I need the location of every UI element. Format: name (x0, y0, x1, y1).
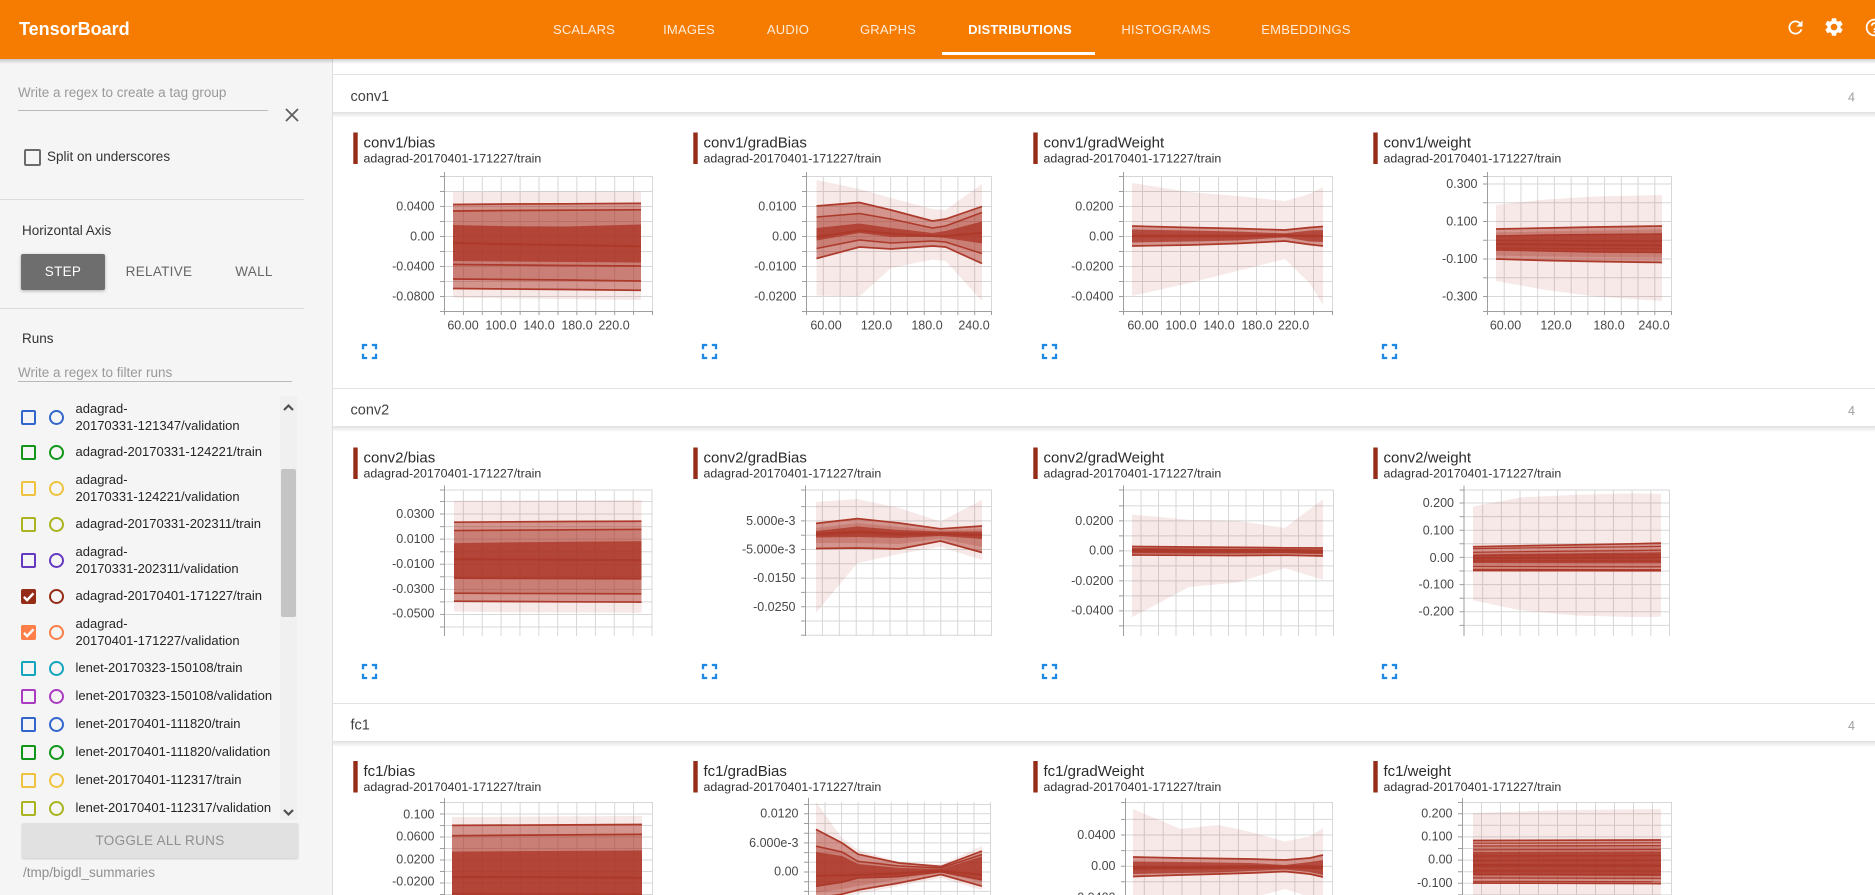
svg-text:fc1/gradBias: fc1/gradBias (704, 763, 787, 780)
svg-text:adagrad-20170401-171227/train: adagrad-20170401-171227/train (1384, 151, 1562, 165)
svg-text:-0.0200: -0.0200 (392, 875, 434, 889)
svg-text:0.0400: 0.0400 (396, 199, 434, 213)
svg-text:-0.0200: -0.0200 (1071, 574, 1113, 588)
svg-text:180.0: 180.0 (911, 319, 942, 333)
svg-text:120.0: 120.0 (861, 319, 892, 333)
svg-text:conv1/bias: conv1/bias (364, 134, 436, 151)
svg-text:adagrad-20170401-171227/train: adagrad-20170401-171227/train (704, 780, 882, 794)
svg-text:-0.100: -0.100 (1442, 252, 1477, 266)
svg-text:0.100: 0.100 (1423, 524, 1454, 538)
svg-text:0.100: 0.100 (1421, 830, 1452, 844)
svg-text:0.00: 0.00 (1089, 544, 1113, 558)
svg-text:-0.0800: -0.0800 (392, 289, 434, 303)
svg-text:0.0200: 0.0200 (1075, 514, 1113, 528)
svg-text:adagrad-20170401-171227/train: adagrad-20170401-171227/train (1384, 780, 1562, 794)
svg-text:240.0: 240.0 (1638, 319, 1669, 333)
svg-text:-0.0400: -0.0400 (392, 259, 434, 273)
svg-text:adagrad-20170401-171227/train: adagrad-20170401-171227/train (364, 780, 542, 794)
svg-text:adagrad-20170401-171227/train: adagrad-20170401-171227/train (704, 466, 882, 480)
svg-text:100.0: 100.0 (1165, 319, 1196, 333)
svg-text:60.00: 60.00 (447, 319, 478, 333)
svg-text:0.00: 0.00 (1091, 859, 1115, 873)
svg-text:0.0200: 0.0200 (1075, 199, 1113, 213)
svg-text:adagrad-20170401-171227/train: adagrad-20170401-171227/train (1044, 466, 1222, 480)
svg-text:180.0: 180.0 (1593, 319, 1624, 333)
svg-text:4: 4 (1848, 404, 1855, 418)
svg-text:-0.0500: -0.0500 (392, 606, 434, 620)
svg-text:conv1/gradWeight: conv1/gradWeight (1044, 134, 1165, 151)
svg-text:220.0: 220.0 (598, 319, 629, 333)
svg-text:-0.0100: -0.0100 (392, 557, 434, 571)
svg-text:adagrad-20170401-171227/train: adagrad-20170401-171227/train (364, 466, 542, 480)
svg-text:conv1/weight: conv1/weight (1384, 134, 1472, 151)
svg-text:0.100: 0.100 (1446, 214, 1477, 228)
svg-text:220.0: 220.0 (1278, 319, 1309, 333)
svg-text:-0.0400: -0.0400 (1071, 289, 1113, 303)
svg-text:-0.0200: -0.0200 (754, 289, 796, 303)
svg-text:-0.0200: -0.0200 (1071, 259, 1113, 273)
svg-text:5.000e-3: 5.000e-3 (746, 514, 795, 528)
svg-text:-0.0300: -0.0300 (392, 582, 434, 596)
svg-text:conv2/weight: conv2/weight (1384, 449, 1472, 466)
svg-text:fc1/weight: fc1/weight (1384, 763, 1452, 780)
svg-text:4: 4 (1848, 91, 1855, 105)
svg-text:adagrad-20170401-171227/train: adagrad-20170401-171227/train (1044, 780, 1222, 794)
svg-text:60.00: 60.00 (1127, 319, 1158, 333)
svg-text:0.0200: 0.0200 (396, 852, 434, 866)
svg-text:-0.0100: -0.0100 (754, 259, 796, 273)
svg-text:140.0: 140.0 (523, 319, 554, 333)
svg-text:0.100: 0.100 (403, 807, 434, 821)
svg-text:4: 4 (1848, 719, 1855, 733)
svg-text:0.0120: 0.0120 (760, 807, 798, 821)
svg-text:180.0: 180.0 (1241, 319, 1272, 333)
svg-text:conv1: conv1 (351, 89, 390, 105)
svg-text:-0.0250: -0.0250 (753, 600, 795, 614)
svg-text:0.0100: 0.0100 (396, 532, 434, 546)
svg-text:-0.100: -0.100 (1417, 876, 1452, 890)
svg-text:0.00: 0.00 (1430, 551, 1454, 565)
svg-text:180.0: 180.0 (561, 319, 592, 333)
svg-text:adagrad-20170401-171227/train: adagrad-20170401-171227/train (704, 151, 882, 165)
svg-text:120.0: 120.0 (1540, 319, 1571, 333)
svg-text:6.000e-3: 6.000e-3 (749, 836, 798, 850)
svg-text:0.00: 0.00 (1089, 229, 1113, 243)
svg-text:240.0: 240.0 (958, 319, 989, 333)
svg-text:0.0300: 0.0300 (396, 507, 434, 521)
svg-text:0.200: 0.200 (1423, 496, 1454, 510)
svg-text:-5.000e-3: -5.000e-3 (742, 542, 796, 556)
svg-text:fc1: fc1 (351, 718, 370, 734)
svg-text:conv1/gradBias: conv1/gradBias (704, 134, 807, 151)
svg-text:adagrad-20170401-171227/train: adagrad-20170401-171227/train (364, 151, 542, 165)
svg-text:0.200: 0.200 (1421, 807, 1452, 821)
svg-text:100.0: 100.0 (485, 319, 516, 333)
svg-text:-0.200: -0.200 (1419, 605, 1454, 619)
svg-text:-0.100: -0.100 (1419, 577, 1454, 591)
svg-text:conv2: conv2 (351, 403, 390, 419)
svg-text:conv2/gradBias: conv2/gradBias (704, 449, 807, 466)
svg-text:conv2/gradWeight: conv2/gradWeight (1044, 449, 1165, 466)
svg-text:-0.0400: -0.0400 (1073, 890, 1115, 895)
svg-text:60.00: 60.00 (810, 319, 841, 333)
svg-text:-0.300: -0.300 (1442, 289, 1477, 303)
svg-text:0.300: 0.300 (1446, 177, 1477, 191)
svg-text:0.00: 0.00 (772, 229, 796, 243)
svg-text:0.0100: 0.0100 (758, 199, 796, 213)
svg-text:0.00: 0.00 (410, 229, 434, 243)
svg-text:conv2/bias: conv2/bias (364, 449, 436, 466)
svg-text:0.0400: 0.0400 (1077, 828, 1115, 842)
svg-text:fc1/gradWeight: fc1/gradWeight (1044, 763, 1145, 780)
svg-text:adagrad-20170401-171227/train: adagrad-20170401-171227/train (1384, 466, 1562, 480)
svg-text:adagrad-20170401-171227/train: adagrad-20170401-171227/train (1044, 151, 1222, 165)
svg-text:fc1/bias: fc1/bias (364, 763, 416, 780)
svg-text:60.00: 60.00 (1490, 319, 1521, 333)
svg-text:0.00: 0.00 (774, 864, 798, 878)
svg-text:0.00: 0.00 (1428, 853, 1452, 867)
svg-text:-0.0400: -0.0400 (1071, 604, 1113, 618)
svg-text:140.0: 140.0 (1203, 319, 1234, 333)
svg-text:-0.0150: -0.0150 (753, 571, 795, 585)
svg-text:0.0600: 0.0600 (396, 830, 434, 844)
